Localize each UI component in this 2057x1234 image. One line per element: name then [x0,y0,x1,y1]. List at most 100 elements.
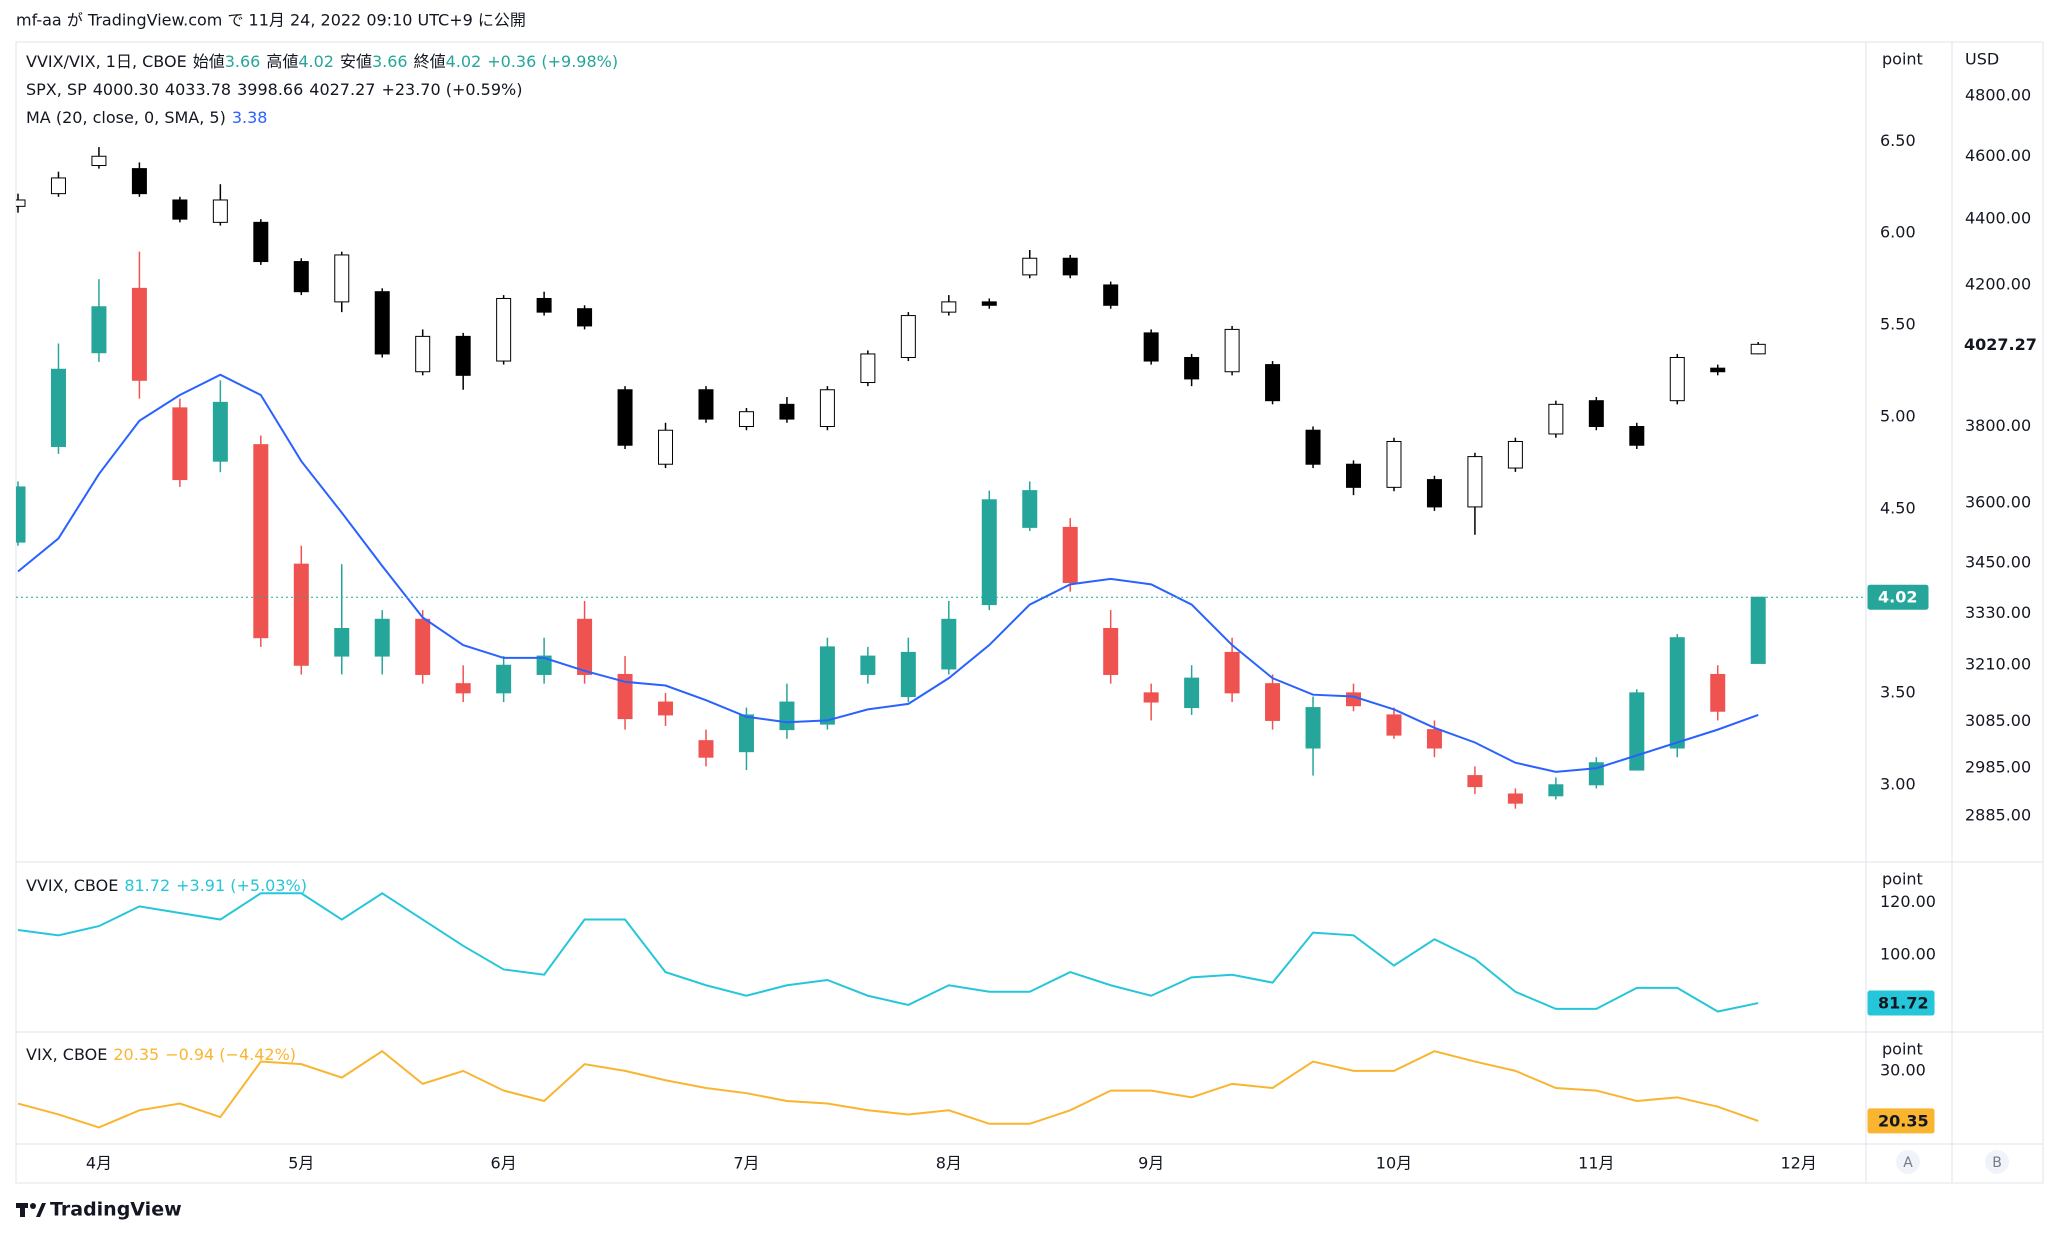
legend-row: SPX, SP 4000.30 4033.78 3998.66 4027.27 +23.7… [26,76,624,104]
candle-body [1507,793,1523,804]
ohlc-name: 高値 [266,52,299,71]
candle-body [819,389,835,428]
series-name: VVIX/VIX, 1日, CBOE [26,52,187,71]
candle-body [131,287,147,381]
candle-body [738,714,754,753]
ohlc-name: 終値 [413,52,446,71]
candle-body [1143,692,1159,703]
y-tick-label: 5.00 [1880,407,1916,426]
y-tick-label: 6.50 [1880,131,1916,150]
pane [16,147,1766,809]
candle-body [1022,257,1038,276]
candle-body [91,155,107,167]
ohlc-name: 安値 [339,52,372,71]
ohlc-value: 3.66 [371,52,408,71]
line [17,373,1759,773]
scale-button[interactable]: B [1992,1155,2002,1171]
y2-tick-label: 4400.00 [1965,209,2031,228]
candle-body [1265,364,1281,402]
x-tick-label: 10月 [1376,1154,1412,1173]
ohlc-value: 4000.30 [92,80,159,99]
price-tag: 20.35 [1878,1111,1929,1130]
candle-body [415,618,431,675]
price-tag-bg [1867,990,1935,1016]
x-tick-label: 5月 [288,1154,314,1173]
candle-body [212,401,228,462]
y2-tick-label: 2985.00 [1965,757,2031,776]
x-tick-label: 8月 [936,1154,962,1173]
y2-tick-label: 3450.00 [1965,553,2031,572]
ma-value: 3.38 [231,108,268,127]
published-note: mf-aa が TradingView.com で 11月 24, 2022 0… [16,11,526,30]
candle-body [1386,440,1402,488]
ohlc-value: 4.02 [445,52,482,71]
candle-body [1062,257,1078,276]
candle-body [1710,673,1726,712]
candle-body [172,199,188,220]
candle-body [91,306,107,354]
candle-body [536,297,552,313]
legend-row: MA (20, close, 0, SMA, 5) 3.38 [26,104,624,132]
y2-tick-label: 3600.00 [1965,492,2031,511]
button-bg[interactable] [1896,1150,1920,1174]
candle-body [293,261,309,293]
candle-body [1629,692,1645,771]
candle-body [536,655,552,675]
y-tick-label: 30.00 [1880,1060,1926,1079]
logo [16,1203,46,1217]
candle-body [1346,692,1362,707]
candle-body [334,628,350,657]
candle-body [900,651,916,698]
button-bg[interactable] [1985,1150,2009,1174]
candle-body [1467,456,1483,508]
candle-body [1305,429,1321,465]
candle-body [455,335,471,376]
candle-body [941,618,957,670]
axis-label-bg [1870,1036,1950,1062]
price-tag: 81.72 [1878,994,1929,1013]
auto-button[interactable]: A [1903,1155,1913,1171]
axis-label-bg [1870,866,1950,892]
candle-body [1103,284,1119,306]
series-name: MA (20, close, 0, SMA, 5) [26,108,226,127]
y-tick-label: 3.00 [1880,774,1916,793]
candle-body [334,254,350,303]
candle-body [617,673,633,720]
candle-body [658,701,674,716]
candle-body [1265,683,1281,721]
y2-tick-label: 3330.00 [1965,603,2031,622]
y2-tick-label: 2885.00 [1965,806,2031,825]
y-tick-label: 120.00 [1880,892,1936,911]
y-tick-label: 5.50 [1880,315,1916,334]
candle-body [415,335,431,373]
candle-body [172,407,188,481]
candle-body [1346,463,1362,488]
candle-body [16,486,26,543]
price-tag-bg [1953,331,2041,357]
line [17,892,1759,1013]
candle-body [981,499,997,606]
candle-body [293,563,309,666]
ohlc-value: 4027.27 [309,80,376,99]
price-tag: 4.02 [1878,588,1917,607]
candle-body [1224,328,1240,373]
change: +23.70 (+0.59%) [381,80,523,99]
y-tick-label: 3.50 [1880,682,1916,701]
ohlc-value: 3.66 [224,52,261,71]
candle-body [900,315,916,358]
series-name: VIX, CBOE [26,1045,108,1064]
y2-tick-label: 3800.00 [1965,416,2031,435]
x-tick-label: 11月 [1578,1154,1614,1173]
x-tick-label: 6月 [491,1154,517,1173]
candle-body [1467,775,1483,788]
candle-body [1710,367,1726,373]
candle-body [1669,356,1685,402]
candle-body [1507,440,1523,469]
candle-body [1426,729,1442,749]
y-tick-label: 6.00 [1880,223,1916,242]
last-value: 81.72 [124,876,171,895]
candle-body [1588,400,1604,428]
candle-body [1426,479,1442,508]
